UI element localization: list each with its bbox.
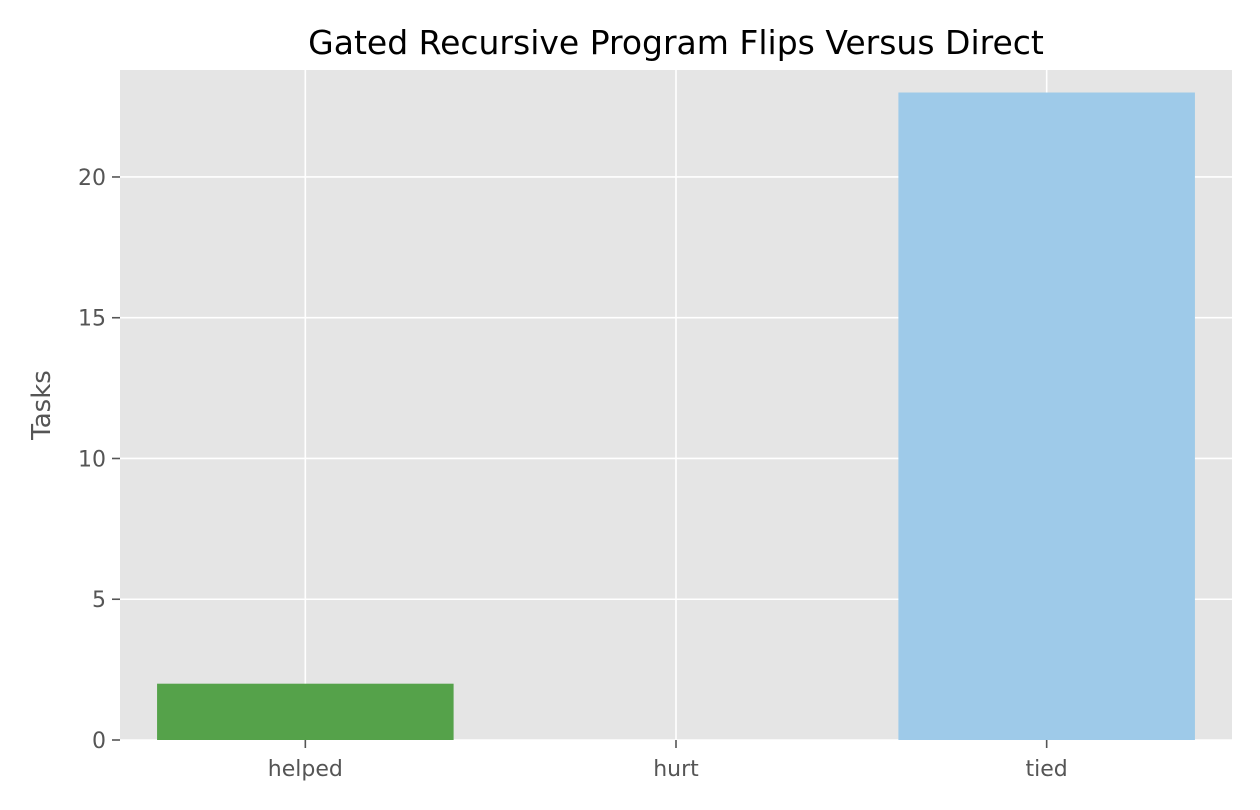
- bar-tied: [898, 92, 1195, 741]
- x-tick-label: tied: [1026, 757, 1068, 782]
- y-tick-label: 15: [78, 307, 106, 332]
- y-tick-label: 20: [78, 166, 106, 191]
- y-axis-label: Tasks: [27, 370, 57, 441]
- axis-ticks: 0 5 10 15 20 helped hurt tied: [78, 166, 1068, 782]
- bars: [157, 92, 1195, 741]
- y-tick-label: 0: [92, 729, 106, 754]
- y-tick-label: 5: [92, 588, 106, 613]
- x-tick-label: hurt: [653, 757, 699, 782]
- x-tick-label: helped: [268, 757, 343, 782]
- bar-helped: [157, 683, 454, 740]
- chart-title: Gated Recursive Program Flips Versus Dir…: [308, 23, 1044, 62]
- y-tick-label: 10: [78, 447, 106, 472]
